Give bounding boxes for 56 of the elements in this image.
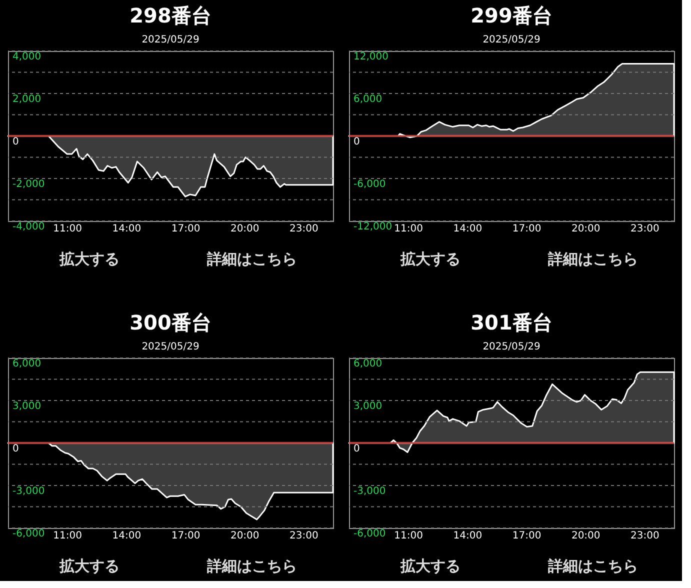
chart-title: 299番台 — [470, 4, 552, 28]
x-tick-label: 11:00 — [394, 224, 424, 234]
y-tick-label: 6,000 — [12, 358, 42, 370]
text: 詳細はこちら — [546, 250, 638, 268]
x-tick-label: 20:00 — [571, 530, 600, 542]
x-tick-label: 20:00 — [230, 224, 260, 234]
text: 詳細はこちら — [546, 557, 638, 575]
text: 拡大する — [58, 250, 120, 268]
x-tick-label: 20:00 — [571, 224, 600, 234]
chart-title: 300番台 — [130, 310, 212, 334]
text: 詳細はこちら — [206, 250, 297, 268]
text: 拡大する — [58, 557, 120, 575]
x-tick-label: 14:00 — [112, 530, 142, 542]
x-tick-label: 17:00 — [171, 530, 200, 542]
chart-title: 298番台 — [130, 4, 212, 28]
text: 詳細はこちら — [206, 557, 297, 575]
text: 拡大する — [399, 250, 460, 268]
x-tick-label: 20:00 — [230, 530, 260, 542]
y-tick-label: -3,000 — [12, 486, 45, 497]
y-tick-label: -2,000 — [12, 179, 45, 190]
x-tick-label: 17:00 — [512, 530, 542, 542]
y-tick-label: 0 — [354, 444, 360, 454]
x-tick-label: 14:00 — [453, 224, 482, 234]
x-tick-label: 23:00 — [630, 224, 660, 234]
x-tick-label: 23:00 — [290, 530, 318, 542]
x-tick-label: 17:00 — [171, 224, 200, 234]
y-tick-label: -6,000 — [354, 179, 386, 190]
chart-title: 301番台 — [470, 310, 552, 334]
y-tick-label: -3,000 — [354, 486, 386, 497]
y-tick-label: 0 — [12, 444, 19, 454]
y-tick-label: 12,000 — [354, 52, 388, 62]
x-tick-label: 23:00 — [290, 224, 318, 234]
y-tick-label: 0 — [12, 136, 19, 148]
x-tick-label: 11:00 — [53, 530, 82, 542]
y-tick-label: 2,000 — [12, 94, 42, 105]
y-tick-label: -4,000 — [12, 222, 45, 232]
x-tick-label: 14:00 — [112, 224, 142, 234]
y-tick-label: 4,000 — [12, 52, 42, 62]
y-tick-label: 3,000 — [12, 401, 42, 412]
chart-subtitle: 2025/05/29 — [142, 342, 200, 352]
x-tick-label: 14:00 — [453, 530, 482, 542]
y-tick-label: 0 — [354, 136, 360, 148]
y-tick-label: -12,000 — [354, 222, 392, 232]
x-tick-label: 11:00 — [394, 530, 424, 542]
chart-subtitle: 2025/05/29 — [482, 342, 540, 352]
chart-subtitle: 2025/05/29 — [142, 34, 200, 46]
y-tick-label: -6,000 — [12, 528, 45, 540]
x-tick-label: 17:00 — [512, 224, 542, 234]
y-tick-label: 6,000 — [354, 94, 382, 105]
y-tick-label: 3,000 — [354, 401, 382, 412]
x-tick-label: 11:00 — [53, 224, 82, 234]
y-tick-label: -6,000 — [354, 528, 386, 540]
y-tick-label: 6,000 — [354, 358, 382, 370]
x-tick-label: 23:00 — [630, 530, 660, 542]
text: 拡大する — [399, 557, 460, 575]
chart-subtitle: 2025/05/29 — [482, 34, 540, 46]
